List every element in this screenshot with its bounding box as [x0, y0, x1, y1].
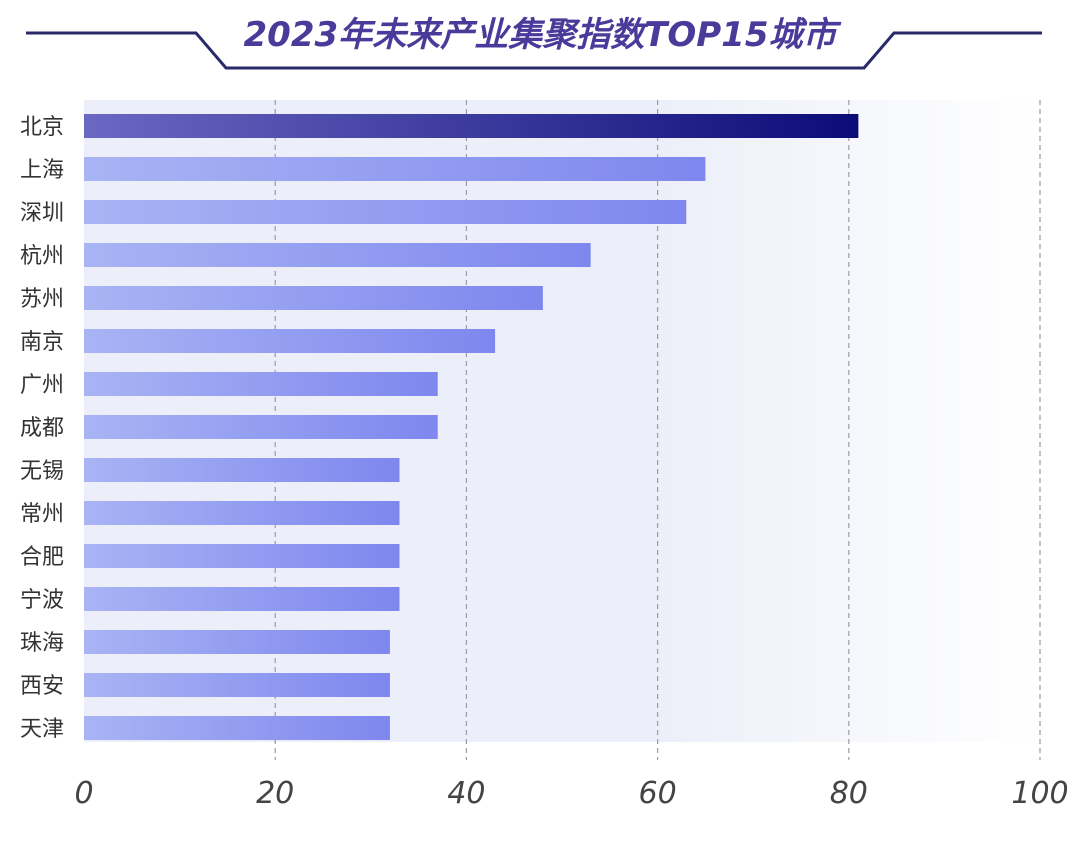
bar — [84, 630, 390, 654]
category-label: 西安 — [20, 674, 64, 699]
bar — [84, 458, 400, 482]
bar — [84, 587, 400, 611]
x-tick-label: 20 — [256, 776, 294, 811]
bar — [84, 673, 390, 697]
bar — [84, 501, 400, 525]
bars — [84, 114, 859, 740]
category-label: 天津 — [20, 717, 64, 742]
category-label: 广州 — [20, 373, 64, 398]
x-tick-label: 80 — [830, 776, 868, 811]
category-label: 北京 — [20, 115, 64, 140]
bar — [84, 415, 438, 439]
bar — [84, 157, 706, 181]
category-label: 苏州 — [20, 287, 64, 312]
category-label: 珠海 — [20, 631, 64, 656]
bar — [84, 329, 496, 353]
bar — [84, 716, 390, 740]
bar — [84, 544, 400, 568]
x-tick-label: 100 — [1011, 776, 1068, 811]
chart-title: 2023年未来产业集聚指数TOP15城市 — [244, 15, 842, 55]
bar — [84, 286, 543, 310]
category-label: 合肥 — [20, 545, 64, 570]
category-label: 常州 — [20, 502, 64, 527]
title-frame — [26, 31, 1042, 70]
x-axis-ticks: 0 20 40 60 80 100 — [74, 776, 1068, 811]
bar — [84, 372, 438, 396]
category-label: 成都 — [20, 416, 64, 441]
category-label: 无锡 — [20, 459, 64, 484]
bar — [84, 243, 591, 267]
bar — [84, 200, 687, 224]
x-tick-label: 40 — [447, 776, 485, 811]
category-label: 南京 — [20, 330, 64, 355]
category-label: 杭州 — [20, 244, 64, 269]
category-label: 上海 — [20, 158, 64, 183]
title-frame-right — [540, 31, 1042, 70]
category-label: 宁波 — [20, 588, 64, 613]
x-tick-label: 0 — [74, 776, 93, 811]
bar — [84, 114, 859, 138]
x-tick-label: 60 — [639, 776, 677, 811]
title-frame-left — [26, 31, 540, 70]
category-label: 深圳 — [20, 201, 64, 226]
